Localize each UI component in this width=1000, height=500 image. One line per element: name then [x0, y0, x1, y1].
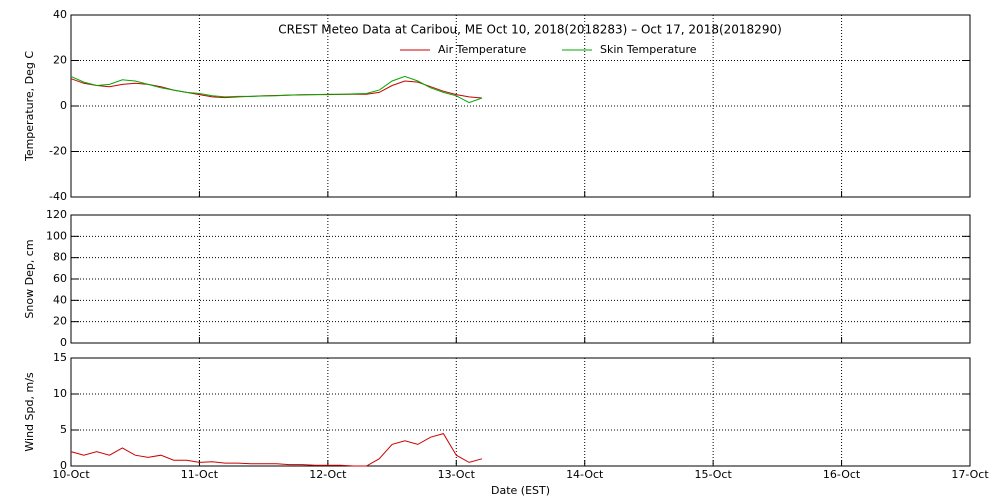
x-axis-label: Date (EST) — [491, 484, 550, 497]
plot-frame — [70, 214, 971, 344]
y-tick-label: 20 — [53, 54, 67, 67]
y-tick-label: 40 — [53, 293, 67, 306]
y-tick-label: 40 — [53, 8, 67, 21]
x-tick-label: 13-Oct — [438, 468, 476, 481]
y-tick-label: -20 — [49, 145, 67, 158]
y-axis-label: Snow Dep, cm — [23, 239, 36, 318]
data-line — [70, 433, 483, 467]
y-tick-label: -40 — [49, 190, 67, 203]
y-tick-label: 0 — [60, 99, 67, 112]
x-tick-label: 10-Oct — [52, 468, 90, 481]
x-tick-label: 15-Oct — [694, 468, 732, 481]
plot-frame — [70, 14, 971, 198]
x-tick-label: 16-Oct — [823, 468, 861, 481]
y-axis-label: Wind Spd, m/s — [23, 372, 36, 452]
x-tick-label: 17-Oct — [951, 468, 989, 481]
y-tick-label: 5 — [60, 423, 67, 436]
y-axis-label: Temperature, Deg C — [23, 51, 36, 162]
y-tick-label: 100 — [46, 229, 67, 242]
legend-label: Air Temperature — [438, 43, 527, 56]
y-tick-label: 60 — [53, 272, 67, 285]
x-tick-label: 12-Oct — [309, 468, 347, 481]
x-tick-label: 14-Oct — [566, 468, 604, 481]
y-tick-label: 0 — [60, 336, 67, 349]
plot-frame — [70, 357, 971, 467]
legend-label: Skin Temperature — [600, 43, 697, 56]
y-tick-label: 10 — [53, 387, 67, 400]
y-tick-label: 15 — [53, 351, 67, 364]
y-tick-label: 20 — [53, 315, 67, 328]
y-tick-label: 120 — [46, 208, 67, 221]
y-tick-label: 0 — [60, 459, 67, 472]
data-line — [70, 75, 483, 104]
x-tick-label: 11-Oct — [181, 468, 219, 481]
chart-title: CREST Meteo Data at Caribou, ME Oct 10, … — [278, 23, 782, 37]
y-tick-label: 80 — [53, 251, 67, 264]
